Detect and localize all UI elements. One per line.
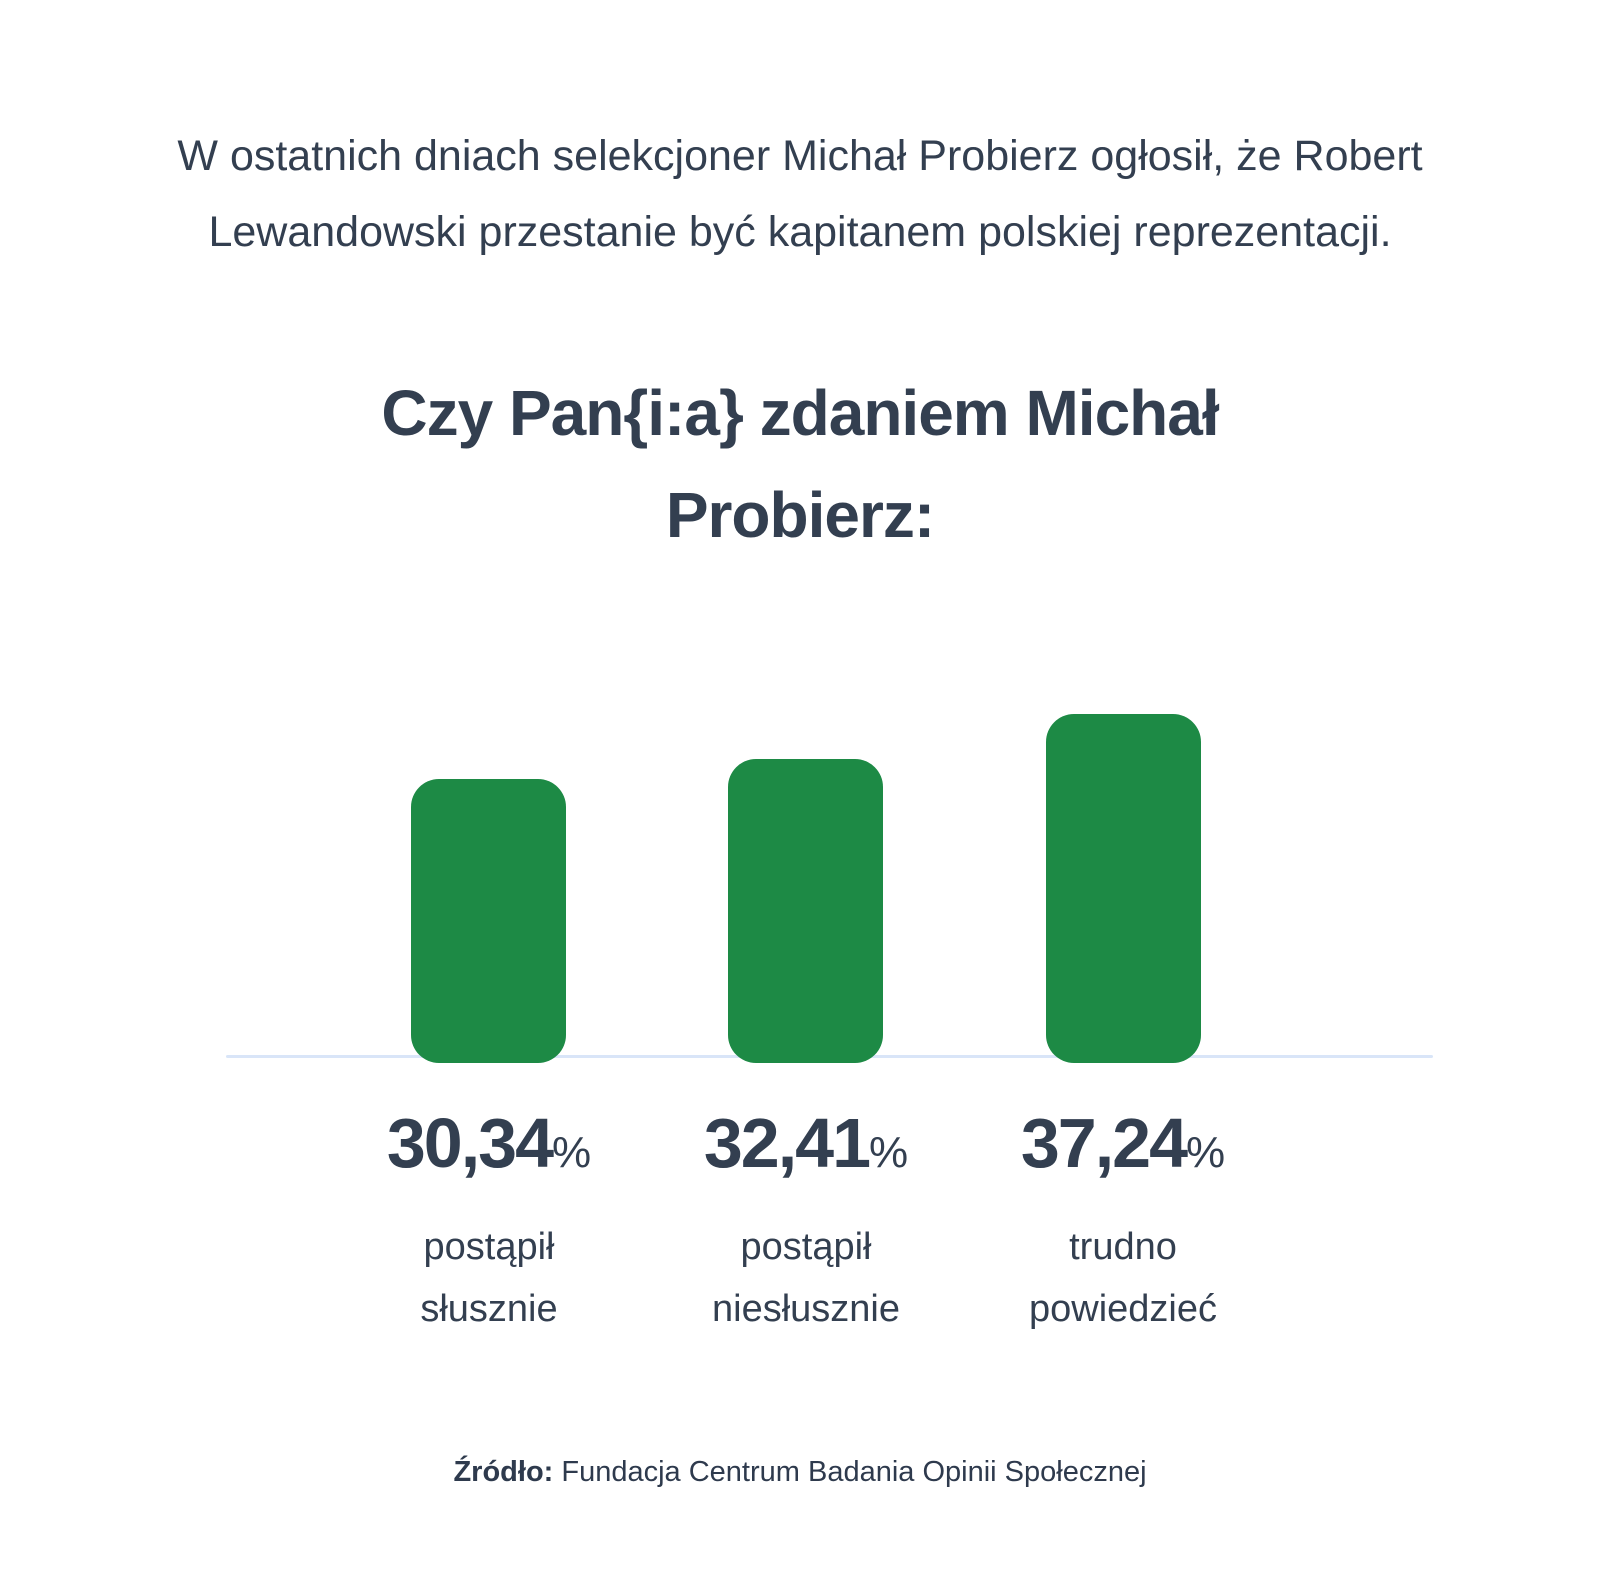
bar-postapil-nieslusznie bbox=[728, 759, 883, 1063]
category-label-3-line2: powiedzieć bbox=[1029, 1288, 1217, 1330]
source-text: Fundacja Centrum Badania Opinii Społeczn… bbox=[553, 1456, 1147, 1488]
source-line: Źródło: Fundacja Centrum Badania Opinii … bbox=[0, 1452, 1600, 1492]
value-number-2: 32,41 bbox=[703, 1104, 871, 1182]
category-label-3: trudno powiedzieć bbox=[953, 1216, 1293, 1340]
category-label-2: postąpił niesłusznie bbox=[636, 1216, 976, 1340]
percent-sign-2: % bbox=[869, 1128, 909, 1177]
category-label-1-line1: postąpił bbox=[423, 1226, 555, 1268]
value-number-1: 30,34 bbox=[386, 1104, 554, 1182]
value-number-3: 37,24 bbox=[1020, 1104, 1188, 1182]
category-label-3-line1: trudno bbox=[1069, 1226, 1177, 1268]
value-label-1: 30,34% bbox=[319, 1100, 659, 1196]
category-label-2-line1: postąpił bbox=[740, 1226, 872, 1268]
category-label-1-line2: słusznie bbox=[420, 1288, 558, 1330]
value-label-3: 37,24% bbox=[953, 1100, 1293, 1196]
source-label: Źródło: bbox=[453, 1456, 554, 1488]
value-label-2: 32,41% bbox=[636, 1100, 976, 1196]
page-title: Czy Pan{i:a} zdaniem Michał Probierz: bbox=[381, 377, 1219, 551]
intro-text: W ostatnich dniach selekcjoner Michał Pr… bbox=[177, 132, 1423, 256]
percent-sign-3: % bbox=[1186, 1128, 1226, 1177]
category-label-1: postąpił słusznie bbox=[319, 1216, 659, 1340]
category-label-2-line2: niesłusznie bbox=[712, 1288, 900, 1330]
bar-postapil-slusznie bbox=[411, 779, 566, 1063]
bar-trudno-powiedziec bbox=[1046, 714, 1201, 1063]
percent-sign-1: % bbox=[552, 1128, 592, 1177]
